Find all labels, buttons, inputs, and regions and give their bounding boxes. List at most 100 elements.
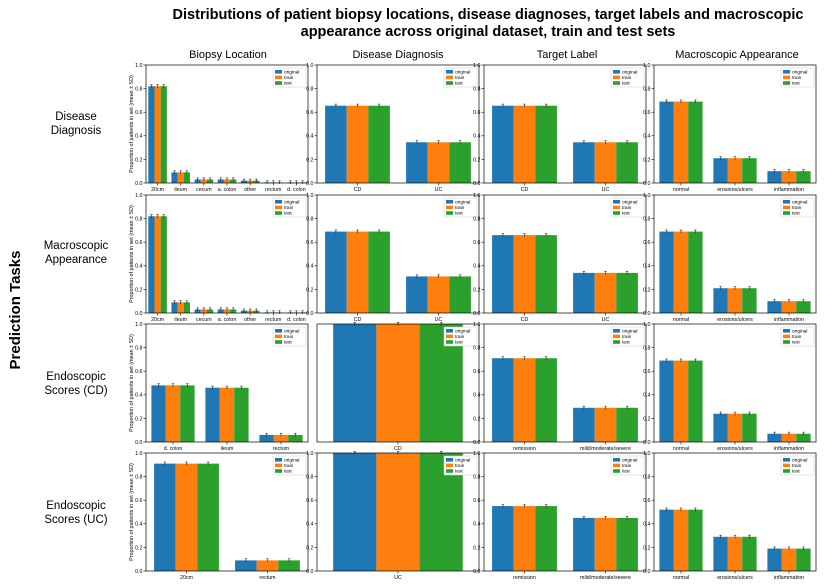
figure-title-line-1: Distributions of patient biopsy location… [173, 7, 804, 23]
bar-test-mild-moderate-severe [616, 517, 638, 571]
bar-train-normal [673, 101, 689, 183]
legend-swatch-original [275, 458, 282, 462]
legend-swatch-train [275, 75, 282, 80]
bar-original-inflammation [767, 548, 782, 571]
y-tick-label: 0.6 [473, 498, 480, 504]
bar-original-d-colon [151, 385, 166, 442]
axes-frame [483, 323, 647, 443]
bar-test-20cm [160, 216, 167, 313]
bar-test-normal [688, 509, 703, 571]
axes-frame [653, 194, 817, 314]
legend-label-train: train [622, 334, 632, 340]
legend-swatch-test [275, 211, 282, 215]
legend-label-original: original [622, 328, 637, 334]
x-tick-label: erosions/ulcers [717, 446, 753, 452]
legend-swatch-train [446, 334, 453, 339]
y-tick-label: 0.2 [643, 287, 650, 293]
legend-label-original: original [455, 457, 470, 463]
y-tick-label: 0.8 [643, 346, 650, 352]
x-tick-label: other [244, 187, 256, 193]
x-tick-label: 20cm [180, 575, 194, 581]
bar-test-inflammation [796, 301, 811, 313]
legend-label-original: original [792, 457, 807, 463]
bar-test-remission [535, 506, 557, 571]
bar-test-normal [688, 101, 703, 183]
bar-train-cecum [200, 179, 207, 183]
x-tick-label: CD [521, 317, 529, 323]
bar-original-cd [325, 231, 347, 313]
subplot-r1-c3: 0.0 0.2 0.4 0.6 0.8 1.0 normal erosions/ulcers i… [643, 193, 817, 323]
y-tick-label: 0.8 [473, 475, 480, 481]
bar-original-mild-moderate-severe [573, 517, 595, 571]
y-tick-label: 0.0 [473, 440, 480, 446]
y-tick-label: 0.0 [306, 311, 313, 317]
legend-swatch-test [275, 340, 282, 344]
y-axis-label: Proportion of patients in set (mean ± SD… [129, 205, 135, 303]
x-tick-label: inflammation [774, 575, 804, 581]
bar-train-uc [594, 272, 617, 313]
legend-label-train: train [622, 75, 632, 81]
bar-train-ileum [177, 172, 184, 183]
y-tick-label: 0.4 [135, 264, 142, 270]
bar-test-remission [535, 358, 557, 442]
bar-train-remission [513, 358, 536, 442]
x-tick-label: normal [673, 575, 689, 581]
bar-test-ileum [183, 172, 190, 183]
bar-test-inflammation [796, 171, 811, 183]
legend-label-original: original [622, 69, 637, 75]
y-tick-label: 0.0 [135, 440, 142, 446]
bar-original-erosions-ulcers [713, 536, 728, 571]
x-tick-label: UC [602, 187, 610, 193]
legend-label-train: train [792, 205, 802, 211]
x-tick-label: rectum [259, 575, 276, 581]
bar-original-remission [492, 358, 514, 442]
bar-train-ileum [219, 387, 235, 442]
y-tick-label: 1.0 [473, 322, 480, 328]
legend-label-test: test [622, 81, 630, 87]
bar-test-a-colon [230, 179, 237, 183]
bar-original-a-colon [217, 309, 224, 313]
y-tick-label: 0.2 [135, 416, 142, 422]
legend-label-train: train [455, 205, 465, 211]
y-tick-label: 0.6 [135, 369, 142, 375]
legend-swatch-test [275, 81, 282, 85]
y-tick-label: 0.8 [306, 87, 313, 93]
y-tick-label: 0.4 [643, 264, 650, 270]
y-tick-label: 1.0 [643, 63, 650, 69]
legend-label-original: original [792, 328, 807, 334]
y-tick-label: 0.0 [473, 181, 480, 187]
y-tick-label: 0.6 [135, 498, 142, 504]
bar-original-uc [573, 272, 595, 313]
y-tick-label: 0.2 [473, 157, 480, 163]
y-axis-label: Proportion of patients in set (mean ± SD… [129, 334, 135, 432]
bar-test-rectum [278, 560, 300, 571]
legend-swatch-test [613, 81, 620, 85]
bar-original-erosions-ulcers [713, 288, 728, 313]
legend-label-original: original [792, 69, 807, 75]
legend-label-train: train [284, 463, 294, 469]
bar-original-inflammation [767, 301, 782, 313]
x-tick-label: remission [513, 575, 536, 581]
bar-test-uc [449, 142, 471, 183]
y-tick-label: 1.0 [643, 193, 650, 199]
bar-test-uc [616, 272, 638, 313]
axes-frame [483, 452, 647, 572]
y-tick-label: 1.0 [306, 451, 313, 457]
legend-swatch-train [613, 463, 620, 468]
axes-frame [145, 64, 309, 184]
y-tick-label: 1.0 [306, 63, 313, 69]
y-tick-label: 0.2 [643, 545, 650, 551]
legend-label-train: train [792, 334, 802, 340]
bar-test-cd [368, 231, 390, 313]
y-tick-label: 0.4 [135, 522, 142, 528]
bar-original-20cm [148, 86, 155, 183]
x-tick-label: d. colon [164, 446, 183, 452]
y-tick-label: 0.2 [306, 545, 313, 551]
bar-test-ileum [234, 387, 249, 442]
bar-train-a-colon [223, 309, 231, 313]
bar-test-inflammation [796, 548, 811, 571]
bar-original-uc [406, 142, 428, 183]
legend-swatch-test [446, 340, 453, 344]
legend-swatch-train [613, 334, 620, 339]
row-title-endoscopic-cd-line-1: Endoscopic [46, 371, 106, 383]
